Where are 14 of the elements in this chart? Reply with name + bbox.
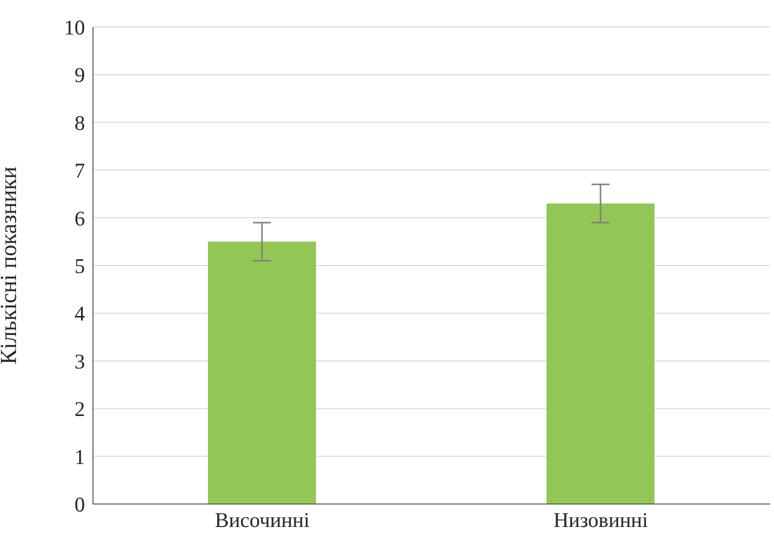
y-tick-label: 6 [74, 206, 85, 230]
x-tick-label: Низовинні [553, 508, 648, 532]
y-tick-label: 9 [74, 63, 85, 88]
y-tick-label: 3 [74, 349, 85, 374]
y-tick-label: 10 [64, 15, 85, 40]
y-axis-title: Кількісні показники [0, 166, 22, 364]
y-tick-label: 7 [74, 158, 85, 183]
x-tick-label: Височинні [214, 508, 310, 532]
y-tick-label: 8 [74, 110, 85, 135]
y-tick-label: 1 [74, 444, 85, 469]
y-tick-label: 0 [74, 492, 85, 516]
y-tick-label: 5 [74, 254, 85, 278]
y-tick-label: 4 [74, 302, 86, 326]
y-tick-label: 2 [74, 397, 85, 422]
